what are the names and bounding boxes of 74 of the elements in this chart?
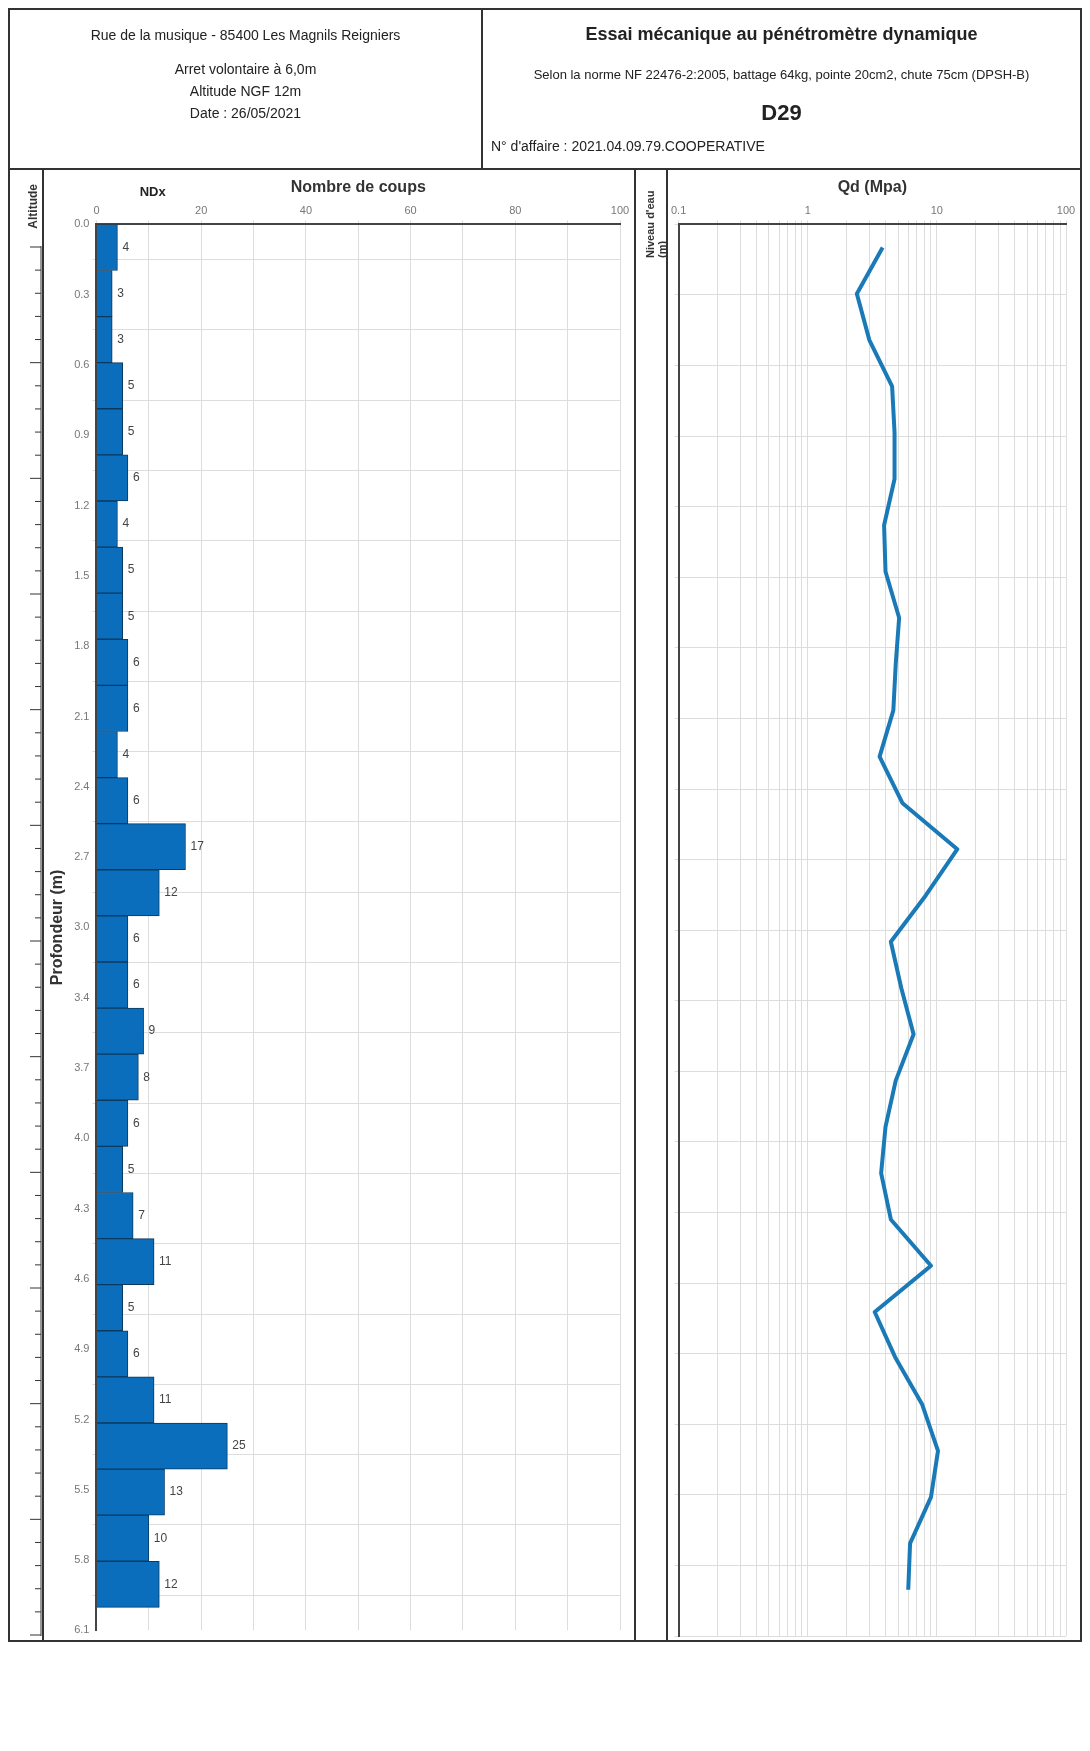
data-label: 5 (127, 1161, 135, 1176)
y-tick-label: 5.2 (73, 1412, 90, 1425)
data-label: 5 (127, 378, 135, 393)
data-label: 5 (127, 424, 135, 439)
data-label: 25 (232, 1438, 246, 1453)
y-tick-label: 2.1 (73, 709, 90, 722)
data-label: 3 (116, 331, 124, 346)
data-label: 4 (122, 516, 130, 531)
data-label: 13 (169, 1484, 183, 1499)
text: Altitude (26, 184, 40, 229)
y-tick-label: 5.8 (73, 1553, 90, 1566)
x-axis-title: Qd (Mpa) (837, 178, 907, 196)
y-tick-label: 1.5 (73, 568, 90, 581)
x-tick-label: 40 (299, 203, 312, 216)
x-axis-title: Nombre de coups (290, 178, 426, 196)
data-label: 4 (122, 746, 130, 761)
data-label: 6 (132, 654, 140, 669)
x-tick-label: 100 (610, 203, 629, 216)
data-label: 6 (132, 931, 140, 946)
y-tick-label: 0.0 (73, 217, 90, 230)
y-tick-label: 3.7 (73, 1061, 90, 1074)
x-tick-label: 60 (404, 203, 417, 216)
chart-title: Essai mécanique au pénétromètre dynamique (584, 24, 979, 45)
x-tick-label: 80 (508, 203, 522, 216)
data-label: 3 (116, 285, 124, 300)
data-label: 7 (137, 1207, 145, 1222)
x-tick-label: 1 (804, 203, 811, 216)
data-label: 6 (132, 792, 140, 807)
data-label: 5 (127, 562, 135, 577)
text: D29 (760, 100, 803, 126)
data-label: 6 (132, 1346, 140, 1361)
data-label: 5 (127, 1300, 135, 1315)
y-tick-label: 3.0 (73, 920, 90, 933)
x-tick-label: 0.1 (671, 203, 687, 216)
y-tick-label: 1.2 (73, 498, 90, 511)
data-label: 17 (190, 839, 204, 854)
data-label: 11 (158, 1253, 172, 1268)
text: Rue de la musique - 85400 Les Magnils Reigniers (89, 26, 402, 45)
y-tick-label: 4.3 (73, 1201, 90, 1214)
text: Arret volontaire à 6,0m (173, 60, 318, 79)
x-tick-label: 0 (93, 203, 100, 216)
x-tick-label: 10 (930, 203, 944, 216)
data-label: 6 (132, 700, 140, 715)
data-label: 10 (153, 1530, 168, 1545)
chart-subtitle: Selon la norme NF 22476-2:2005, battage 64kg, pointe 20cm2, chute 75cm (DPSH-B) (532, 67, 1031, 82)
y-tick-label: 0.3 (73, 287, 90, 300)
y-tick-label: 5.5 (73, 1482, 90, 1495)
text: Altitude NGF 12m (188, 82, 303, 101)
y-tick-label: 2.4 (73, 779, 90, 792)
data-label: 5 (127, 608, 135, 623)
y-tick-label: 0.6 (73, 358, 90, 371)
data-label: 11 (158, 1392, 172, 1407)
y-tick-label: 4.9 (73, 1342, 90, 1355)
y-axis-title: Profondeur (m) (47, 869, 65, 986)
text: NDx (139, 184, 166, 199)
y-tick-label: 4.0 (73, 1131, 90, 1144)
text: Date : 26/05/2021 (188, 104, 303, 123)
x-tick-label: 20 (194, 203, 207, 216)
y-tick-label: 4.6 (73, 1271, 90, 1284)
y-tick-label: 6.1 (73, 1623, 90, 1636)
data-label: 6 (132, 977, 140, 992)
y-tick-label: 2.7 (73, 850, 90, 863)
text: N° d'affaire : 2021.04.09.79.COOPERATIVE (491, 138, 766, 154)
data-label: 9 (148, 1023, 156, 1038)
data-label: 6 (132, 470, 140, 485)
data-label: 6 (132, 1115, 140, 1130)
y-tick-label: 0.9 (73, 428, 90, 441)
data-label: 12 (163, 885, 178, 900)
x-tick-label: 100 (1056, 203, 1076, 216)
data-label: 8 (143, 1069, 151, 1084)
data-label: 4 (122, 239, 130, 254)
data-label: 12 (163, 1576, 178, 1591)
y-tick-label: 3.4 (73, 990, 90, 1003)
y-tick-label: 1.8 (73, 639, 90, 652)
